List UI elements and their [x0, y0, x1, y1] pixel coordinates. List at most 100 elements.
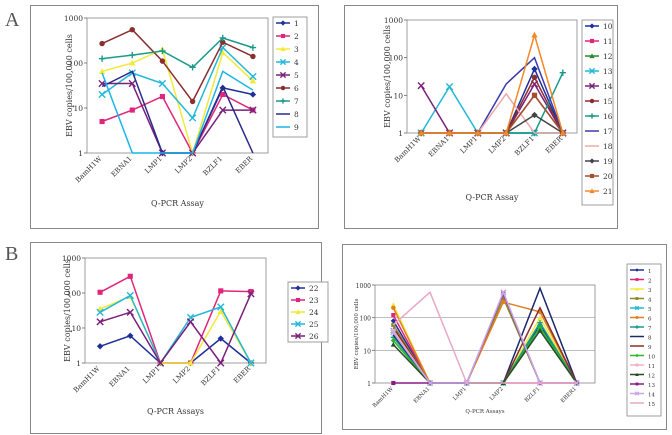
data-point: [501, 295, 506, 301]
legend-label: 7: [648, 326, 652, 332]
y-tick-label: 1: [78, 149, 83, 158]
series-line: [101, 28, 254, 103]
data-point: [129, 107, 135, 113]
x-axis-label: Q-PCR Assay: [466, 193, 519, 202]
legend-label: 10: [648, 355, 655, 361]
legend-marker: [280, 46, 286, 52]
y-tick-label: 1: [367, 381, 371, 388]
data-point: [249, 44, 257, 51]
legend-label: 18: [603, 142, 613, 151]
data-point: [219, 106, 227, 114]
legend-marker: [588, 82, 596, 90]
data-point: [217, 303, 225, 311]
legend-item: 18: [585, 142, 613, 151]
legend-item: 2: [276, 32, 299, 41]
legend-marker: [294, 332, 302, 340]
legend-label: 15: [648, 402, 655, 408]
x-axis-label: Q-PCR Assay: [151, 199, 204, 208]
legend-marker: [588, 67, 596, 75]
legend-label: 8: [648, 336, 652, 342]
series-line: [392, 301, 578, 384]
legend-item: 13: [630, 382, 655, 389]
legend-marker: [634, 305, 640, 311]
legend-label: 20: [603, 172, 613, 181]
data-point: [391, 305, 396, 311]
legend-label: 24: [309, 308, 319, 317]
plot-area: [84, 257, 267, 364]
legend-item: 25: [291, 320, 319, 329]
data-point: [128, 79, 136, 88]
series-line: [101, 70, 254, 154]
plot-area: [374, 284, 596, 384]
legend-marker: [279, 58, 287, 66]
x-tick-label: EBER1: [560, 386, 578, 404]
data-point: [559, 69, 567, 76]
legend-item: 9: [630, 345, 652, 351]
c2-frame: [344, 5, 618, 229]
data-point: [218, 288, 224, 294]
c4-frame: [342, 244, 667, 430]
legend-item: 16: [585, 112, 613, 121]
legend-item: 15: [630, 402, 655, 408]
data-point: [126, 308, 134, 317]
data-point: [531, 74, 538, 81]
x-tick-label: LMP1: [452, 386, 468, 402]
legend-item: 20: [585, 172, 613, 181]
data-point: [249, 106, 257, 114]
legend-item: 26: [291, 332, 319, 341]
data-point: [217, 335, 224, 342]
legend-marker: [635, 287, 639, 291]
data-point: [390, 302, 396, 307]
data-point: [249, 72, 257, 81]
data-point: [220, 39, 226, 45]
legend-label: 21: [603, 187, 613, 196]
legend-item: 21: [585, 187, 613, 196]
data-point: [158, 79, 167, 88]
series-26: [96, 290, 255, 367]
y-axis-label: EBV copies/100,000 cells: [354, 299, 360, 370]
data-point: [159, 93, 165, 100]
data-point: [126, 291, 134, 300]
data-point: [96, 308, 104, 317]
legend-item: 24: [291, 308, 319, 317]
data-point: [391, 313, 396, 318]
legend-marker: [635, 268, 639, 272]
y-tick-label: 1000: [384, 16, 403, 25]
data-point: [537, 315, 543, 320]
legend-marker: [635, 382, 639, 386]
y-tick-label: 1000: [356, 283, 371, 290]
legend-label: 5: [294, 71, 299, 80]
data-point: [531, 31, 538, 38]
data-point: [474, 129, 482, 136]
legend-item: 9: [276, 123, 299, 132]
y-tick-label: 100: [67, 289, 82, 298]
legend-item: 1: [276, 19, 299, 28]
legend-marker: [295, 297, 301, 303]
data-point: [445, 82, 454, 91]
data-point: [391, 380, 396, 386]
x-tick-label: BamH1W: [372, 386, 395, 409]
data-point: [537, 324, 543, 331]
data-point: [531, 65, 538, 73]
legend-item: 7: [630, 325, 652, 332]
legend-label: 14: [648, 393, 655, 399]
panel-label-a: A: [5, 9, 20, 31]
legend-item: 23: [291, 296, 319, 305]
legend-item: 4: [276, 58, 299, 67]
legend-item: 3: [630, 287, 652, 294]
data-point: [220, 91, 226, 98]
data-point: [417, 82, 425, 90]
legend-marker: [635, 372, 639, 376]
data-point: [188, 114, 197, 122]
legend-item: 6: [630, 315, 652, 323]
legend-label: 12: [603, 52, 613, 61]
series-line: [101, 46, 254, 120]
legend-item: 14: [630, 391, 655, 399]
series-line: [392, 290, 577, 384]
legend-marker: [635, 363, 639, 367]
legend-marker: [635, 297, 639, 300]
legend-label: 9: [648, 345, 652, 351]
x-axis-label: Q-PCR Assays: [465, 409, 504, 415]
